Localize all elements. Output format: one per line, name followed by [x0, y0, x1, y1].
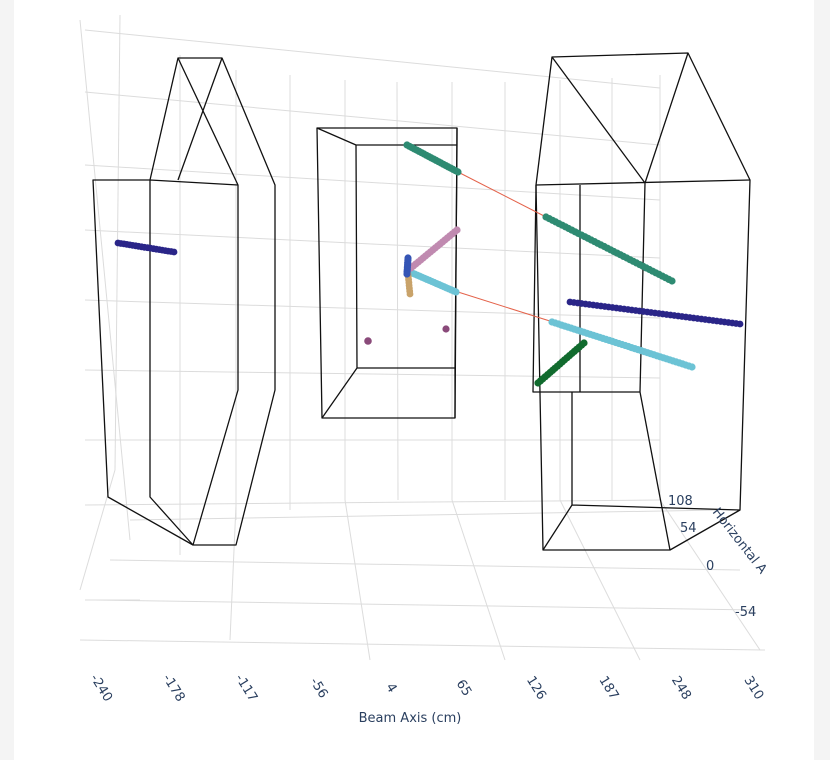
beam-tick-label: -117	[232, 672, 260, 705]
tracks	[114, 141, 744, 387]
grid-line-26	[109, 559, 741, 571]
track-green-right	[542, 213, 676, 285]
grid-line-29	[79, 19, 131, 541]
grid	[79, 14, 766, 661]
hit-purple-right-point	[442, 325, 450, 333]
beam-tick-label: 310	[741, 674, 767, 703]
detector-outlines	[92, 52, 751, 551]
track-pink	[407, 226, 461, 272]
grid-line-5	[396, 81, 399, 501]
center-detector-inner	[316, 127, 458, 419]
beam-tick-label: 4	[382, 681, 399, 696]
grid-line-25	[129, 509, 721, 521]
vertex-blue-point	[403, 270, 411, 278]
horizontal-tick-label: -54	[735, 605, 756, 620]
link-line-lower	[457, 291, 554, 323]
plot-panel	[14, 0, 814, 760]
track-dark-green	[534, 339, 588, 387]
track-pink-point	[453, 226, 461, 234]
beam-tick-label: 126	[523, 674, 549, 703]
beam-tick-label: 65	[453, 677, 474, 699]
grid-line-18	[84, 499, 661, 506]
link-line-upper	[457, 171, 549, 219]
right-detector-front	[535, 52, 751, 551]
grid-line-11	[84, 29, 661, 89]
grid-line-13	[84, 164, 661, 201]
track-navy-right	[566, 298, 744, 328]
grid-line-20	[229, 504, 237, 641]
horizontal-tick-label: 54	[680, 521, 697, 536]
grid-line-12	[84, 91, 661, 146]
beam-tick-label: -56	[306, 675, 330, 701]
beam-tick-label: -178	[159, 672, 187, 705]
grid-line-15	[84, 299, 661, 319]
horizontal-axis-title: Horizontal A	[709, 505, 770, 577]
track-dark-green-point	[580, 339, 588, 347]
beam-axis-title: Beam Axis (cm)	[359, 711, 462, 726]
grid-line-24	[659, 499, 761, 651]
hit-purple-left-point	[364, 337, 372, 345]
left-detector-inner	[149, 57, 239, 546]
horizontal-tick-label: 108	[668, 494, 693, 509]
grid-line-23	[559, 499, 641, 661]
tick-labels: -240 -178 -117 -56 4 65 126 187 248 310 108 54 0 -54	[87, 494, 767, 705]
grid-line-27	[94, 599, 756, 611]
grid-line-19	[79, 469, 116, 591]
beam-tick-label: 187	[596, 674, 622, 703]
track-tan-point	[406, 290, 414, 298]
beam-tick-label: 248	[668, 674, 694, 703]
horizontal-tick-label: 0	[706, 559, 714, 574]
grid-line-28	[79, 639, 766, 651]
track-navy-right-point	[736, 320, 744, 328]
track-cyan-center	[406, 268, 460, 296]
grid-line-21	[344, 499, 371, 661]
grid-line-16	[84, 369, 661, 379]
hit-purple-left	[364, 337, 372, 345]
track-green-center	[403, 141, 462, 176]
track-cyan-right-point	[688, 363, 696, 371]
track-cyan-right	[548, 318, 696, 371]
track-green-center-point	[454, 168, 462, 176]
vertex-blue	[403, 254, 412, 278]
grid-line-14	[84, 229, 661, 259]
track-navy-left	[114, 239, 178, 256]
hit-purple-right	[442, 325, 450, 333]
track-green-right-point	[668, 277, 676, 285]
right-detector-inner	[532, 52, 751, 551]
track-cyan-center-point	[452, 288, 460, 296]
beam-tick-label: -240	[87, 672, 115, 705]
track-navy-left-point	[170, 248, 178, 256]
left-detector-front	[92, 57, 276, 546]
grid-line-22	[451, 499, 506, 661]
